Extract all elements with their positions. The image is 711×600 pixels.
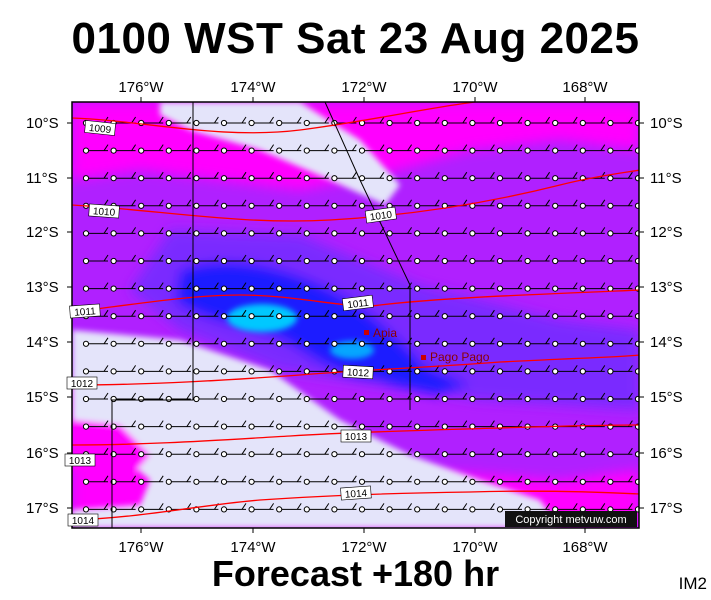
isobar-label: 1013 bbox=[345, 432, 368, 443]
lat-label: 13°S bbox=[650, 279, 683, 296]
copyright-box bbox=[505, 511, 637, 527]
image-code: IM2 bbox=[678, 574, 707, 593]
isobar-label: 1009 bbox=[88, 123, 112, 136]
pago-pago-marker bbox=[421, 355, 426, 360]
lat-label: 14°S bbox=[26, 334, 59, 351]
latitude-axis-right: 10°S 11°S 12°S 13°S 14°S 15°S 16°S 17°S bbox=[650, 115, 683, 517]
map-title: 0100 WST Sat 23 Aug 2025 bbox=[71, 14, 640, 63]
apia-marker bbox=[364, 330, 369, 335]
forecast-hour: Forecast +180 hr bbox=[211, 553, 500, 594]
lat-label: 15°S bbox=[26, 389, 59, 406]
lat-label: 15°S bbox=[650, 389, 683, 406]
isobar-labels: 1009 1010 1010 1011 1011 1012 1012 1013 … bbox=[64, 120, 397, 527]
lat-label: 13°S bbox=[26, 279, 59, 296]
lon-label: 170°W bbox=[452, 539, 498, 556]
lon-label: 172°W bbox=[341, 79, 387, 96]
isobar-label: 1013 bbox=[69, 456, 92, 467]
isobar-label: 1014 bbox=[72, 516, 95, 527]
lon-label: 176°W bbox=[118, 539, 164, 556]
isobar-label: 1014 bbox=[345, 488, 368, 501]
lon-label: 168°W bbox=[562, 79, 608, 96]
place-markers: Apia Pago Pago bbox=[364, 326, 490, 364]
isobar-label: 1010 bbox=[369, 209, 393, 223]
lat-label: 11°S bbox=[650, 170, 682, 187]
lat-label: 10°S bbox=[650, 115, 683, 132]
lat-label: 16°S bbox=[650, 445, 683, 462]
place-label-apia: Apia bbox=[373, 326, 397, 340]
precipitation-field bbox=[72, 102, 639, 528]
lon-label: 172°W bbox=[341, 539, 387, 556]
isobar-label: 1012 bbox=[347, 367, 370, 379]
lon-label: 174°W bbox=[230, 539, 276, 556]
place-label-pago-pago: Pago Pago bbox=[430, 350, 490, 364]
isobar-label: 1011 bbox=[347, 298, 370, 312]
longitude-axis-top: 176°W 174°W 172°W 170°W 168°W bbox=[118, 79, 608, 96]
lat-label: 16°S bbox=[26, 445, 59, 462]
lat-label: 10°S bbox=[26, 115, 59, 132]
lon-label: 168°W bbox=[562, 539, 608, 556]
isobar-label: 1010 bbox=[92, 206, 115, 219]
latitude-axis-left: 10°S 11°S 12°S 13°S 14°S 15°S 16°S 17°S bbox=[26, 115, 59, 517]
lon-label: 170°W bbox=[452, 79, 498, 96]
longitude-axis-bottom: 176°W 174°W 172°W 170°W 168°W bbox=[118, 539, 608, 556]
isobar-label: 1011 bbox=[74, 306, 97, 319]
copyright-text: Copyright metvuw.com bbox=[515, 514, 626, 526]
lon-label: 174°W bbox=[230, 79, 276, 96]
isobar-label: 1012 bbox=[71, 379, 94, 390]
lat-label: 17°S bbox=[650, 500, 683, 517]
lon-label: 176°W bbox=[118, 79, 164, 96]
lat-label: 12°S bbox=[26, 224, 59, 241]
lat-label: 14°S bbox=[650, 334, 683, 351]
lat-label: 12°S bbox=[650, 224, 683, 241]
lat-label: 11°S bbox=[26, 170, 58, 187]
lat-label: 17°S bbox=[26, 500, 59, 517]
